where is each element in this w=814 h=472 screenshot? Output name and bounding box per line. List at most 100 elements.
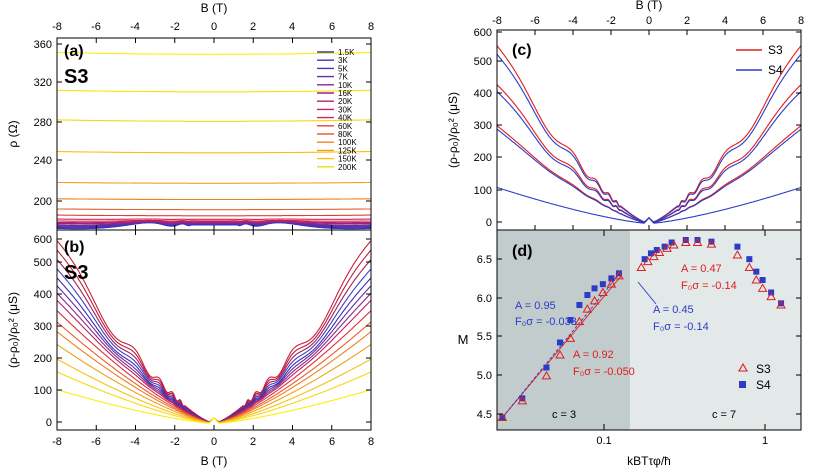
b-xtick: 8 xyxy=(368,436,374,448)
c-xtick: -4 xyxy=(568,15,578,27)
a-curve xyxy=(57,198,371,201)
panel-a-curves xyxy=(56,51,372,230)
d-point-s3 xyxy=(541,370,552,380)
a-xtick: -6 xyxy=(91,21,101,33)
d-region-left: c = 3 xyxy=(552,409,576,421)
c-ytick: 500 xyxy=(474,56,492,68)
d-point-s4 xyxy=(599,281,606,288)
d-ann-red-f2: F₀σ = -0.14 xyxy=(681,280,737,292)
a-curve xyxy=(57,208,371,211)
a-ytick: 360 xyxy=(34,39,52,51)
b-xtick: 6 xyxy=(329,436,335,448)
d-point-s4 xyxy=(746,256,753,263)
a-curve xyxy=(57,51,371,55)
a-ytick: 240 xyxy=(34,155,52,167)
d-point-s3 xyxy=(555,349,565,359)
d-xlabel: kBTτφ/ħ xyxy=(627,454,671,468)
d-point-s3 xyxy=(649,251,659,261)
d-point-s3 xyxy=(582,304,593,313)
d-point-s4 xyxy=(499,414,506,421)
d-point-s3 xyxy=(692,237,703,246)
b-ytick: 600 xyxy=(34,234,52,246)
c-xtick: 4 xyxy=(722,15,728,27)
d-point-s4 xyxy=(591,285,598,292)
d-point-s4 xyxy=(734,243,741,250)
d-ann-blue-f2: F₀σ = -0.14 xyxy=(653,321,709,333)
d-point-s3 xyxy=(751,274,762,284)
d-point-s4 xyxy=(668,239,675,246)
d-point-s4 xyxy=(753,268,760,275)
panel-c-label: (c) xyxy=(512,42,532,59)
a-curve xyxy=(57,181,371,184)
b-xtick: 4 xyxy=(289,436,295,448)
c-ytick: 300 xyxy=(474,120,492,132)
d-point-s3 xyxy=(565,333,576,342)
a-legend-label: 7K xyxy=(338,73,348,82)
b-xtick: -6 xyxy=(91,436,101,448)
b-curve xyxy=(56,240,372,423)
c-curve xyxy=(496,53,802,223)
d-point-s3 xyxy=(662,243,672,252)
d-point-s3 xyxy=(574,316,585,326)
b-curve xyxy=(56,249,372,423)
a-legend-label: 80K xyxy=(338,130,353,139)
d-point-s3 xyxy=(517,395,528,405)
b-ylabel: (ρ-ρ₀)/ρ₀² (μS) xyxy=(6,292,20,368)
d-point-s4 xyxy=(778,300,785,307)
d-ann-blue-f1: F₀σ = -0.033 xyxy=(515,316,577,328)
d-point-s4 xyxy=(519,395,526,402)
panel-c-curves xyxy=(496,45,802,224)
b-xtick: -4 xyxy=(130,436,140,448)
a-legend-label: 100K xyxy=(338,138,357,147)
d-point-s3 xyxy=(654,247,665,256)
d-ann-red-a1: A = 0.92 xyxy=(573,349,614,361)
a-ytick: 280 xyxy=(34,117,52,129)
d-point-s4 xyxy=(567,317,574,323)
b-curve xyxy=(56,321,372,423)
d-ytick: 5.0 xyxy=(477,370,492,382)
d-point-s3 xyxy=(598,287,608,296)
c-legend-s4: S4 xyxy=(768,63,783,77)
a-ylabel: ρ (Ω) xyxy=(6,120,20,147)
a-legend-label: 5K xyxy=(338,64,348,73)
a-curve xyxy=(57,119,371,122)
c-ytick: 0 xyxy=(486,217,492,229)
d-point-s4 xyxy=(661,243,668,250)
a-curve xyxy=(57,150,371,154)
d-legend-square-s4 xyxy=(739,381,746,388)
c-ytick: 600 xyxy=(474,27,492,39)
d-region-c7-shade xyxy=(629,230,801,430)
d-point-s4 xyxy=(759,277,766,283)
a-legend-label: 3K xyxy=(338,56,348,65)
a-xtick: 4 xyxy=(289,21,295,33)
panel-b-curves xyxy=(56,240,372,424)
c-xtick: 6 xyxy=(760,15,766,27)
c-legend-s3: S3 xyxy=(768,43,783,57)
b-ytick: 500 xyxy=(34,257,52,269)
d-ann-blue-a2: A = 0.45 xyxy=(653,304,694,316)
c-xtick: -2 xyxy=(606,15,616,27)
a-legend-label: 30K xyxy=(338,105,353,114)
a-xtick: 8 xyxy=(368,21,374,33)
a-xtick: 6 xyxy=(329,21,335,33)
c-xlabel: B (T) xyxy=(636,0,663,12)
d-point-s4 xyxy=(615,270,622,277)
d-ytick: 6.5 xyxy=(477,254,492,266)
d-legend-s3: S3 xyxy=(756,362,771,376)
b-curve xyxy=(56,277,372,423)
d-point-s4 xyxy=(694,237,701,243)
d-point-s4 xyxy=(647,250,654,257)
a-legend-label: 40K xyxy=(338,114,353,123)
c-xtick: -8 xyxy=(492,15,502,27)
c-xtick: 0 xyxy=(646,15,652,27)
panel-d-points xyxy=(497,237,786,421)
a-xtick: 2 xyxy=(250,21,256,33)
d-point-s4 xyxy=(641,256,648,263)
b-xtick: -8 xyxy=(52,436,62,448)
d-point-s3 xyxy=(680,237,691,246)
c-curve xyxy=(496,45,802,223)
d-legend-triangle-s3 xyxy=(738,362,748,372)
d-point-s3 xyxy=(589,295,600,305)
d-point-s3 xyxy=(606,279,617,288)
